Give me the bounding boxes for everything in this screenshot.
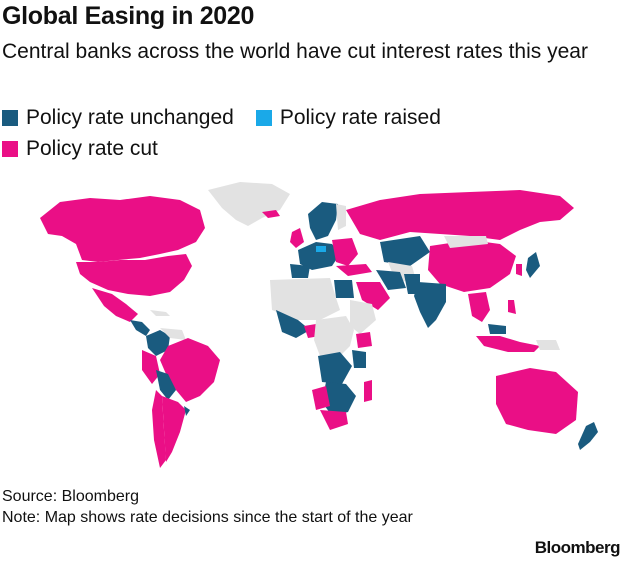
region-bolivia bbox=[156, 370, 176, 400]
legend-swatch-cut bbox=[2, 141, 18, 157]
chart-title: Global Easing in 2020 bbox=[2, 2, 255, 30]
region-central-africa bbox=[314, 316, 354, 360]
region-iran bbox=[376, 270, 406, 290]
legend-swatch-raised bbox=[255, 110, 272, 126]
region-mexico bbox=[92, 288, 138, 322]
region-argentina bbox=[162, 396, 186, 462]
region-south-africa bbox=[320, 410, 348, 430]
legend-label-unchanged: Policy rate unchanged bbox=[26, 106, 234, 129]
region-turkey bbox=[336, 264, 372, 276]
region-southern-africa bbox=[322, 382, 356, 416]
region-usa bbox=[76, 254, 192, 296]
region-namibia bbox=[312, 386, 330, 410]
region-east-africa bbox=[350, 300, 376, 334]
source-text: Source: Bloomberg bbox=[2, 488, 139, 505]
region-eastern-europe bbox=[332, 238, 358, 266]
region-greenland bbox=[208, 182, 290, 226]
chart-subtitle: Central banks across the world have cut … bbox=[2, 40, 588, 63]
region-japan bbox=[526, 252, 540, 278]
region-southeast-asia bbox=[468, 292, 490, 322]
region-chile bbox=[152, 390, 166, 468]
legend-row-2: Policy rate cut bbox=[2, 137, 180, 161]
region-western-europe bbox=[298, 242, 340, 270]
region-colombia bbox=[146, 330, 170, 356]
region-iceland bbox=[262, 210, 280, 218]
region-uk bbox=[290, 228, 304, 248]
region-north-africa bbox=[270, 278, 340, 320]
region-scandinavia bbox=[308, 202, 338, 240]
region-brazil bbox=[160, 338, 220, 402]
legend: Policy rate unchanged Policy rate raised bbox=[2, 106, 463, 130]
region-china bbox=[428, 240, 516, 292]
legend-item-cut: Policy rate cut bbox=[2, 137, 158, 161]
region-new-guinea bbox=[536, 340, 560, 350]
region-finland bbox=[336, 204, 346, 230]
region-egypt bbox=[334, 280, 354, 298]
region-madagascar bbox=[364, 380, 372, 402]
region-central-america bbox=[130, 320, 150, 336]
region-venezuela bbox=[160, 328, 186, 340]
region-korea bbox=[516, 264, 522, 276]
region-drc bbox=[318, 352, 352, 384]
legend-item-unchanged: Policy rate unchanged bbox=[2, 106, 234, 130]
region-iberia bbox=[290, 264, 310, 278]
legend-item-raised: Policy rate raised bbox=[255, 106, 441, 130]
region-mongolia bbox=[444, 236, 488, 248]
region-philippines bbox=[508, 300, 516, 314]
note-text: Note: Map shows rate decisions since the… bbox=[2, 509, 413, 526]
region-kazakhstan bbox=[380, 236, 430, 266]
region-new-zealand bbox=[578, 422, 598, 450]
footer-notes: Source: Bloomberg Note: Map shows rate d… bbox=[2, 486, 522, 528]
region-caribbean bbox=[150, 310, 170, 316]
bloomberg-logo: Bloomberg bbox=[534, 538, 621, 557]
region-uruguay bbox=[184, 406, 190, 416]
region-russia bbox=[346, 190, 574, 240]
region-kenya bbox=[356, 332, 372, 348]
region-australia bbox=[496, 368, 578, 434]
region-indonesia bbox=[476, 336, 540, 352]
region-saudi-arabia bbox=[356, 282, 390, 310]
region-peru bbox=[142, 350, 160, 384]
region-tanzania bbox=[352, 350, 366, 368]
region-india bbox=[414, 282, 446, 328]
region-canada-alaska bbox=[40, 196, 205, 262]
legend-label-cut: Policy rate cut bbox=[26, 137, 158, 160]
region-malaysia bbox=[488, 324, 506, 334]
legend-label-raised: Policy rate raised bbox=[279, 106, 441, 129]
world-map bbox=[40, 182, 598, 468]
region-czechia bbox=[316, 246, 326, 252]
region-west-africa bbox=[276, 310, 310, 338]
legend-swatch-unchanged bbox=[2, 110, 18, 126]
